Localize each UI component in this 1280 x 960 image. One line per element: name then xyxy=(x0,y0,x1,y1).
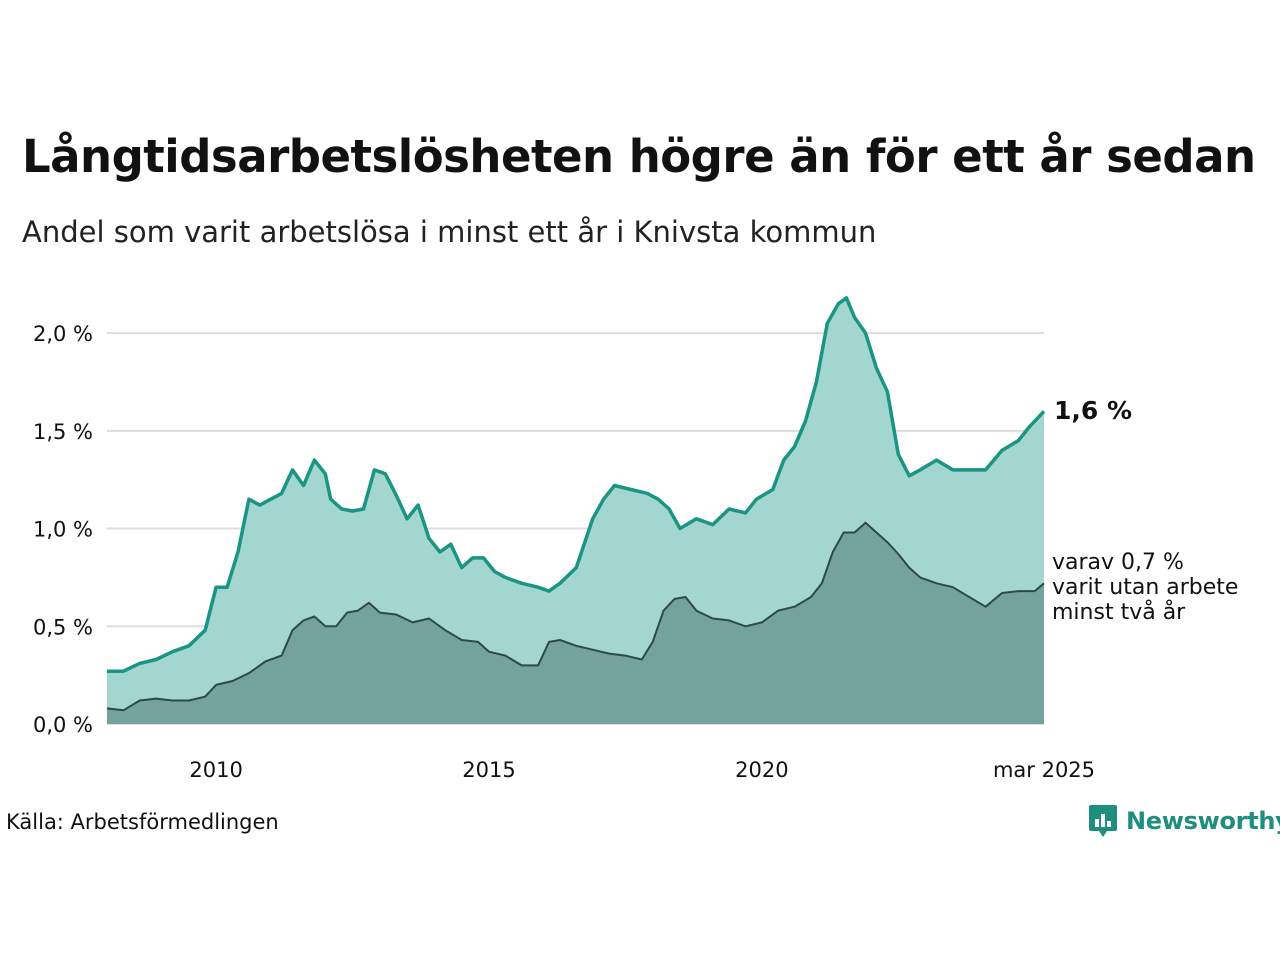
y-tick-label: 0,0 % xyxy=(33,713,93,737)
annotation-line-1: varav 0,7 % xyxy=(1052,550,1184,575)
lower-series-annotation: varav 0,7 % varit utan arbete minst två … xyxy=(1052,550,1238,625)
x-tick-label: 2020 xyxy=(735,758,788,782)
y-tick-label: 2,0 % xyxy=(33,322,93,346)
brand-logo: Newsworthy xyxy=(1088,804,1280,838)
upper-series-line xyxy=(107,296,1046,673)
chart-title: Långtidsarbetslösheten högre än för ett … xyxy=(22,130,1256,183)
series-areas xyxy=(106,296,1046,724)
source-note: Källa: Arbetsförmedlingen xyxy=(6,810,279,834)
y-tick-label: 1,0 % xyxy=(33,518,93,542)
x-tick-label: 2015 xyxy=(462,758,515,782)
x-axis-labels: 2010 2015 2020 mar 2025 xyxy=(189,758,1095,782)
annotation-line-2: varit utan arbete xyxy=(1052,575,1239,600)
annotation-line-3: minst två år xyxy=(1052,600,1186,625)
x-tick-label: mar 2025 xyxy=(993,758,1095,782)
y-tick-label: 1,5 % xyxy=(33,420,93,444)
lower-series-line xyxy=(106,521,1045,712)
chart-subtitle: Andel som varit arbetslösa i minst ett å… xyxy=(22,215,877,249)
y-axis-labels: 0,0 % 0,5 % 1,0 % 1,5 % 2,0 % xyxy=(33,322,93,737)
y-tick-label: 0,5 % xyxy=(33,615,93,639)
brand-name: Newsworthy xyxy=(1126,807,1280,835)
x-tick-label: 2010 xyxy=(189,758,242,782)
end-value-label: 1,6 % xyxy=(1054,396,1133,425)
lower-series-area xyxy=(107,522,1044,724)
newsworthy-icon xyxy=(1089,805,1117,837)
